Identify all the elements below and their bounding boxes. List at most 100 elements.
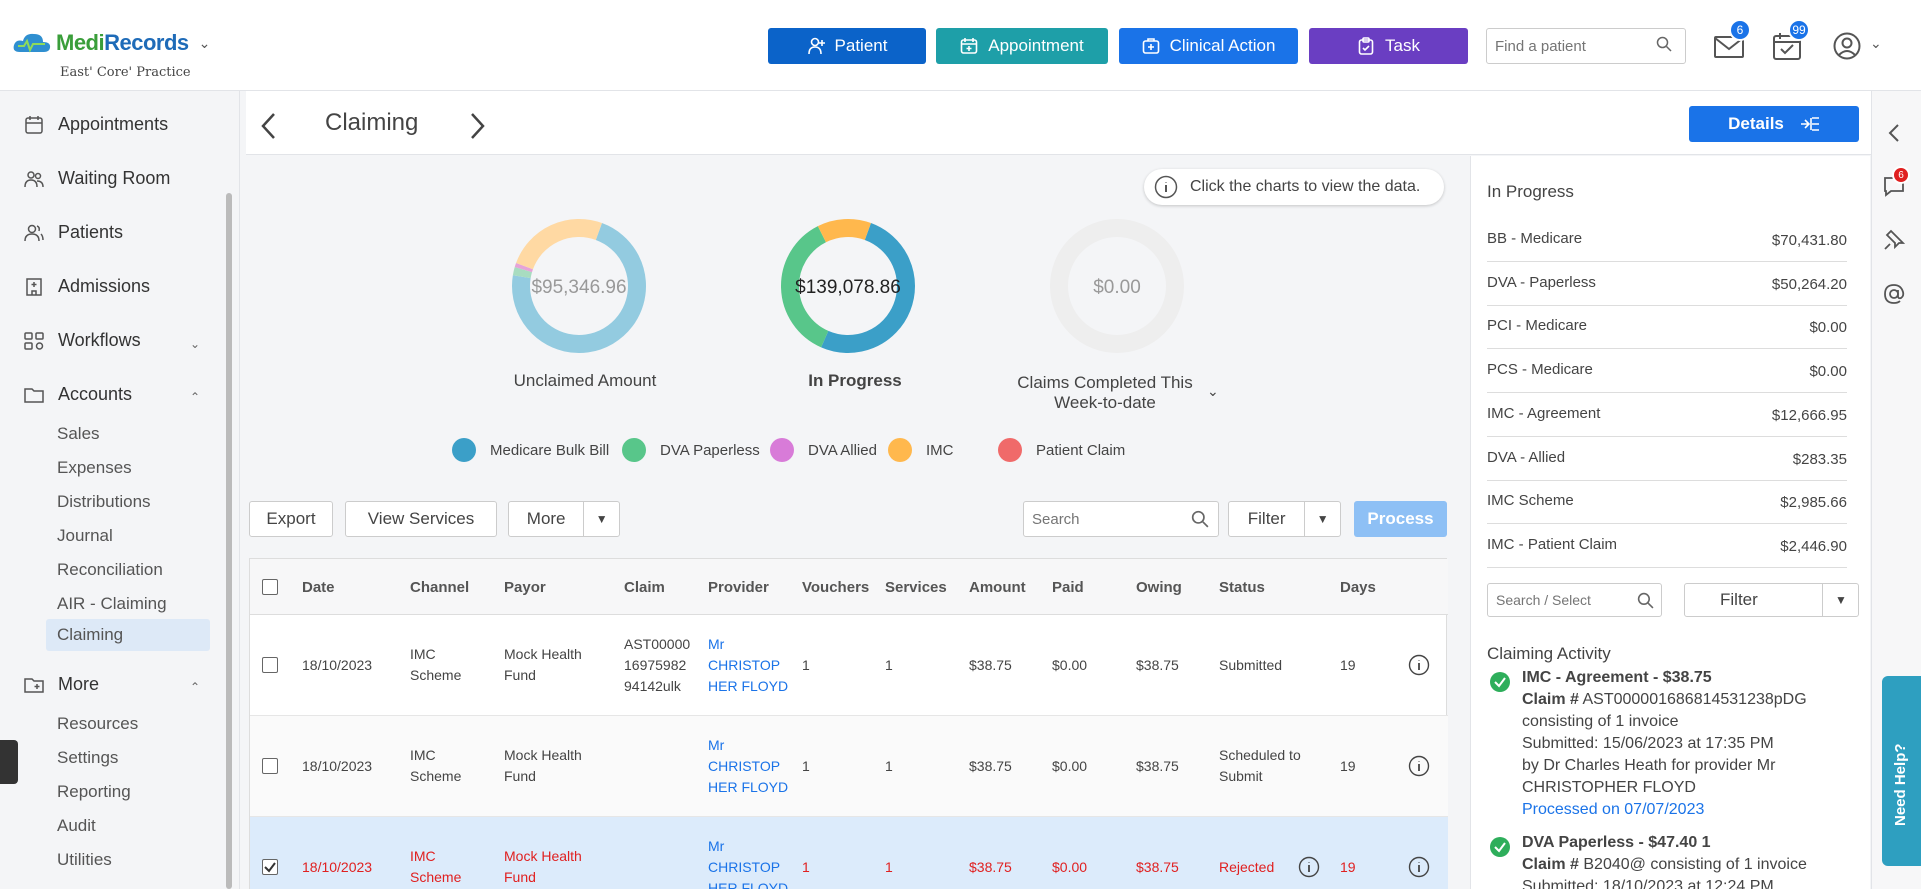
search-icon[interactable] xyxy=(1191,510,1209,528)
row-info-icon[interactable] xyxy=(1408,654,1430,676)
col-payor[interactable]: Payor xyxy=(504,579,546,596)
in-progress-row[interactable]: IMC - Patient Claim $2,446.90 xyxy=(1487,524,1847,568)
search-icon[interactable] xyxy=(1637,592,1654,609)
sidebar-sub-air-claiming[interactable]: AIR - Claiming xyxy=(57,594,167,613)
sidebar-sub-utilities[interactable]: Utilities xyxy=(57,850,112,869)
col-paid[interactable]: Paid xyxy=(1052,579,1084,596)
table-row[interactable]: 18/10/2023 IMC Scheme Mock Health Fund Mr CHRI… xyxy=(250,716,1448,817)
chevron-down-icon[interactable]: ⌄ xyxy=(198,34,211,51)
sidebar-item-more[interactable]: More xyxy=(24,674,99,695)
pin-icon[interactable] xyxy=(1883,229,1905,251)
chevron-up-icon[interactable]: ⌃ xyxy=(190,390,201,404)
sidebar-sub-audit[interactable]: Audit xyxy=(57,816,96,835)
cell-provider[interactable]: Mr CHRISTOP HER FLOYD xyxy=(708,735,788,798)
clinical-action-button[interactable]: Clinical Action xyxy=(1119,28,1298,64)
sidebar-sub-reconciliation[interactable]: Reconciliation xyxy=(57,560,163,579)
status-info-icon[interactable] xyxy=(1298,856,1320,883)
cell-provider[interactable]: Mr CHRISTOP HER FLOYD xyxy=(708,634,788,697)
col-channel[interactable]: Channel xyxy=(410,579,470,596)
sidebar-item-accounts[interactable]: Accounts xyxy=(24,384,132,405)
donut-chart[interactable]: $95,346.96 xyxy=(512,219,646,353)
legend-item[interactable]: Patient Claim xyxy=(998,438,1148,462)
select-all-checkbox[interactable] xyxy=(262,579,278,595)
sidebar-sub-settings[interactable]: Settings xyxy=(57,748,119,767)
row-checkbox[interactable] xyxy=(262,859,278,875)
col-date[interactable]: Date xyxy=(302,579,335,596)
donut-slice[interactable] xyxy=(781,226,829,348)
col-claim[interactable]: Claim xyxy=(624,579,665,596)
sidebar-item-appointments[interactable]: Appointments xyxy=(24,114,168,135)
sidebar-sub-expenses[interactable]: Expenses xyxy=(57,458,132,477)
activity-item[interactable]: IMC - Agreement - $38.75 Claim # AST0000… xyxy=(1522,667,1807,821)
col-status[interactable]: Status xyxy=(1219,579,1265,596)
sidebar-sub-journal[interactable]: Journal xyxy=(57,526,113,545)
col-provider[interactable]: Provider xyxy=(708,579,769,596)
table-search-input[interactable] xyxy=(1023,501,1219,537)
row-checkbox[interactable] xyxy=(262,657,278,673)
filter-dropdown[interactable]: Filter ▼ xyxy=(1228,501,1341,537)
side-handle-tab[interactable] xyxy=(0,740,18,784)
donut-slice[interactable] xyxy=(817,219,871,243)
donut-chart[interactable]: $0.00 xyxy=(1050,219,1184,353)
chevron-left-icon[interactable] xyxy=(258,111,278,141)
details-button[interactable]: Details xyxy=(1689,106,1859,142)
process-button[interactable]: Process xyxy=(1354,501,1447,537)
task-button[interactable]: Task xyxy=(1309,28,1468,64)
find-patient-input[interactable] xyxy=(1486,28,1686,64)
chevron-right-icon[interactable] xyxy=(468,111,488,141)
at-sign-icon[interactable] xyxy=(1883,283,1905,305)
donut-slice[interactable] xyxy=(512,223,646,353)
row-info-icon[interactable] xyxy=(1408,755,1430,777)
logo[interactable]: MediRecords ⌄ xyxy=(12,30,210,56)
in-progress-row[interactable]: IMC Scheme $2,985.66 xyxy=(1487,480,1847,525)
sidebar-sub-reporting[interactable]: Reporting xyxy=(57,782,131,801)
in-progress-row[interactable]: BB - Medicare $70,431.80 xyxy=(1487,218,1847,262)
legend-item[interactable]: DVA Allied xyxy=(770,438,888,462)
export-button[interactable]: Export xyxy=(249,501,333,537)
mail-icon[interactable] xyxy=(1714,32,1744,60)
chevron-down-icon[interactable]: ▼ xyxy=(1304,502,1340,536)
sidebar-scrollbar[interactable] xyxy=(226,193,232,889)
donut-charts[interactable]: $95,346.96 $139,078.86 $0.00 xyxy=(246,156,1471,456)
table-row[interactable]: 18/10/2023 IMC Scheme Mock Health Fund AST000… xyxy=(250,615,1448,716)
more-dropdown[interactable]: More ▼ xyxy=(508,501,620,537)
col-amount[interactable]: Amount xyxy=(969,579,1026,596)
table-row[interactable]: 18/10/2023 IMC Scheme Mock Health Fund Mr CHRI… xyxy=(250,817,1448,889)
need-help-tab[interactable]: Need Help? xyxy=(1882,676,1921,866)
donut-slice[interactable] xyxy=(821,223,915,353)
col-vouchers[interactable]: Vouchers xyxy=(802,579,870,596)
activity-search-input[interactable] xyxy=(1487,583,1662,617)
processed-link[interactable]: Processed on 07/07/2023 xyxy=(1522,801,1705,818)
col-services[interactable]: Services xyxy=(885,579,947,596)
in-progress-row[interactable]: PCS - Medicare $0.00 xyxy=(1487,349,1847,394)
chevron-left-icon[interactable] xyxy=(1883,122,1905,144)
donut-chart[interactable]: $139,078.86 xyxy=(781,219,915,353)
sidebar-sub-sales[interactable]: Sales xyxy=(57,424,100,443)
legend-item[interactable]: DVA Paperless xyxy=(622,438,770,462)
chevron-down-icon[interactable]: ▼ xyxy=(1822,583,1859,617)
col-owing[interactable]: Owing xyxy=(1136,579,1182,596)
user-profile-icon[interactable] xyxy=(1832,32,1862,60)
legend-item[interactable]: Medicare Bulk Bill xyxy=(452,438,622,462)
in-progress-row[interactable]: IMC - Agreement $12,666.95 xyxy=(1487,393,1847,437)
sidebar-sub-resources[interactable]: Resources xyxy=(57,714,139,733)
col-days[interactable]: Days xyxy=(1340,579,1376,596)
patient-button[interactable]: Patient xyxy=(768,28,926,64)
donut-slice[interactable] xyxy=(512,267,533,279)
chevron-up-icon[interactable]: ⌃ xyxy=(190,680,201,694)
search-icon[interactable] xyxy=(1656,36,1672,52)
row-checkbox[interactable] xyxy=(262,758,278,774)
row-info-icon[interactable] xyxy=(1408,856,1430,878)
in-progress-row[interactable]: DVA - Allied $283.35 xyxy=(1487,437,1847,481)
view-services-button[interactable]: View Services xyxy=(345,501,497,537)
donut-slice[interactable] xyxy=(516,219,602,270)
sidebar-item-patients[interactable]: Patients xyxy=(24,222,123,243)
sidebar-sub-distributions[interactable]: Distributions xyxy=(57,492,151,511)
chevron-down-icon[interactable]: ⌄ xyxy=(190,337,201,351)
activity-filter-dropdown[interactable]: Filter xyxy=(1684,583,1859,617)
sidebar-sub-claiming[interactable]: Claiming xyxy=(46,619,210,651)
activity-item[interactable]: DVA Paperless - $47.40 1 Claim # B2040@ … xyxy=(1522,832,1807,889)
legend-item[interactable]: IMC xyxy=(888,438,998,462)
chevron-down-icon[interactable]: ⌄ xyxy=(1207,383,1219,399)
appointment-button[interactable]: Appointment xyxy=(936,28,1108,64)
